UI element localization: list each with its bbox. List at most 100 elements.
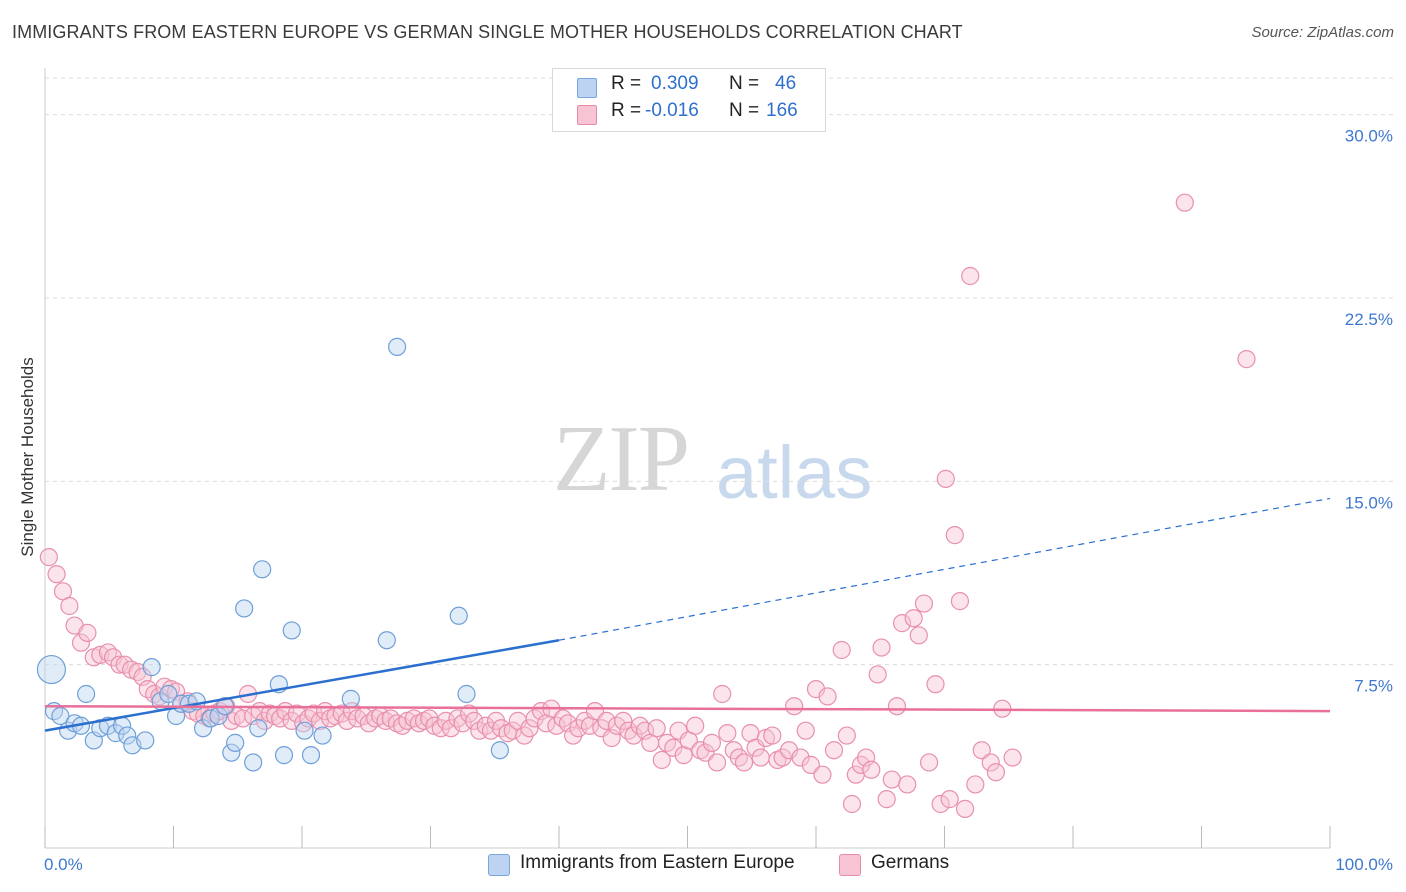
immigrants-point <box>77 684 96 704</box>
immigrants-point <box>222 743 241 762</box>
germans-point <box>818 687 837 706</box>
germans-point <box>837 726 856 745</box>
germans-point <box>986 763 1006 782</box>
immigrants-point <box>226 733 245 752</box>
germans-point <box>476 716 495 735</box>
immigrants-point <box>235 599 254 618</box>
y-tick-label: 15.0% <box>1345 493 1393 512</box>
germans-point <box>128 662 147 682</box>
immigrants-point <box>457 684 476 704</box>
germans-trend-line <box>44 704 1331 713</box>
immigrants-point <box>274 746 294 765</box>
bottom-legend-swatch-blue <box>488 854 510 876</box>
legend-n-value: 46 <box>775 73 797 94</box>
germans-point <box>966 775 985 794</box>
legend-swatch-pink <box>577 105 597 125</box>
germans-point <box>940 790 959 809</box>
germans-point <box>441 719 461 738</box>
germans-point <box>60 596 79 616</box>
germans-point <box>465 711 484 730</box>
immigrants-point <box>159 684 178 704</box>
immigrants-point <box>249 719 268 738</box>
germans-point <box>718 724 737 743</box>
germans-point <box>972 741 991 760</box>
x-tick-label: 100.0% <box>1335 855 1393 874</box>
germans-point <box>955 799 975 818</box>
germans-point <box>110 655 129 674</box>
y-tick-label: 22.5% <box>1345 310 1393 329</box>
germans-point <box>652 750 671 770</box>
legend-r-label: R = <box>611 73 642 94</box>
germans-point <box>686 716 705 735</box>
legend-row-germans: R = -0.016 N = 166 <box>553 100 825 127</box>
germans-point <box>904 609 923 628</box>
germans-point <box>950 592 970 611</box>
correlation-legend: R = 0.309 N = 46 R = -0.016 N = 166 <box>552 68 826 132</box>
germans-point <box>898 775 917 794</box>
germans-point <box>914 594 934 613</box>
legend-n-label: N = <box>729 100 760 121</box>
immigrants-trend-projection <box>558 497 1331 641</box>
legend-r-value: -0.016 <box>645 100 699 121</box>
immigrants-point <box>36 654 67 685</box>
legend-swatch-blue <box>577 78 597 98</box>
immigrants-point <box>490 741 509 760</box>
germans-point <box>624 726 643 745</box>
legend-n-value: 166 <box>766 100 798 121</box>
germans-point <box>832 640 851 660</box>
germans-point <box>304 704 323 723</box>
germans-point <box>931 794 950 814</box>
germans-point <box>585 702 605 721</box>
x-tick-label: 0.0% <box>44 855 83 874</box>
germans-point <box>892 614 912 633</box>
germans-point <box>664 738 683 757</box>
germans-point <box>801 755 820 774</box>
germans-point <box>824 741 844 760</box>
watermark-atlas: atlas <box>716 431 873 514</box>
germans-point <box>78 623 97 642</box>
germans-point <box>763 726 782 745</box>
germans-point <box>39 548 58 567</box>
immigrants-point <box>295 721 314 740</box>
germans-point <box>520 719 539 738</box>
chart-title: IMMIGRANTS FROM EASTERN EUROPE VS GERMAN… <box>12 22 963 42</box>
immigrants-point <box>449 606 468 625</box>
germans-point <box>909 626 928 645</box>
immigrants-point <box>341 689 360 708</box>
legend-r-label: R = <box>611 100 642 121</box>
germans-point <box>547 716 566 735</box>
immigrants-point <box>136 731 155 750</box>
germans-point <box>525 709 544 728</box>
immigrants-trend-line <box>44 638 560 732</box>
germans-point <box>71 633 91 652</box>
germans-point <box>981 753 1000 772</box>
germans-point <box>98 643 118 662</box>
germans-point <box>926 675 945 694</box>
germans-point <box>729 748 749 767</box>
immigrants-point <box>118 726 137 745</box>
germans-point <box>707 753 727 772</box>
germans-point <box>796 721 815 740</box>
immigrants-point <box>142 658 161 677</box>
germans-point <box>785 697 804 716</box>
chart-source: Source: ZipAtlas.com <box>1251 24 1394 41</box>
germans-point <box>47 565 66 584</box>
germans-point <box>936 469 955 488</box>
legend-r-value: 0.309 <box>651 73 699 94</box>
germans-point <box>453 714 472 733</box>
watermark-zip: ZIP <box>553 407 690 511</box>
germans-point <box>1237 350 1256 369</box>
germans-point <box>961 266 980 286</box>
germans-point <box>919 753 939 772</box>
germans-point <box>945 526 964 545</box>
legend-row-immigrants: R = 0.309 N = 46 <box>553 73 825 100</box>
immigrants-point <box>244 753 263 772</box>
immigrants-point <box>377 631 396 650</box>
germans-point <box>734 753 754 772</box>
germans-point <box>1003 748 1022 767</box>
germans-point <box>614 711 633 730</box>
germans-point <box>569 719 588 738</box>
germans-point <box>553 709 572 728</box>
germans-point <box>887 697 907 716</box>
